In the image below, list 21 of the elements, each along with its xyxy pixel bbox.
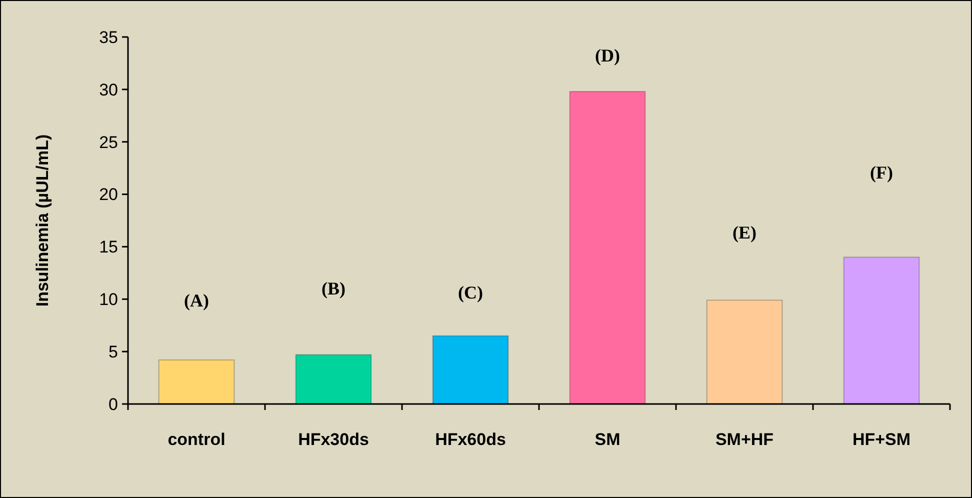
x-tick-label: SM xyxy=(594,430,620,449)
annotation: (A) xyxy=(184,290,209,310)
x-tick-label: HFx30ds xyxy=(298,430,369,449)
annotation: (E) xyxy=(732,222,756,242)
y-tick-label: 5 xyxy=(108,342,118,362)
y-tick-label: 10 xyxy=(99,290,118,310)
y-tick-label: 0 xyxy=(108,394,118,414)
y-tick-label: 30 xyxy=(99,80,118,100)
annotation: (F) xyxy=(870,162,893,182)
y-tick-label: 35 xyxy=(99,28,118,47)
annotation: (D) xyxy=(595,45,620,66)
y-tick-label: 20 xyxy=(99,185,118,204)
y-axis-title: Insulinemia (µUL/mL) xyxy=(33,134,52,307)
annotation: (B) xyxy=(322,278,346,298)
x-tick-label: control xyxy=(168,430,226,449)
y-tick-label: 15 xyxy=(99,238,118,257)
annotation: (C) xyxy=(458,282,483,302)
y-tick-label: 25 xyxy=(99,132,118,152)
x-tick-label: SM+HF xyxy=(715,430,774,449)
x-tick-label: HF+SM xyxy=(852,430,911,449)
x-tick-label: HFx60ds xyxy=(435,430,506,449)
